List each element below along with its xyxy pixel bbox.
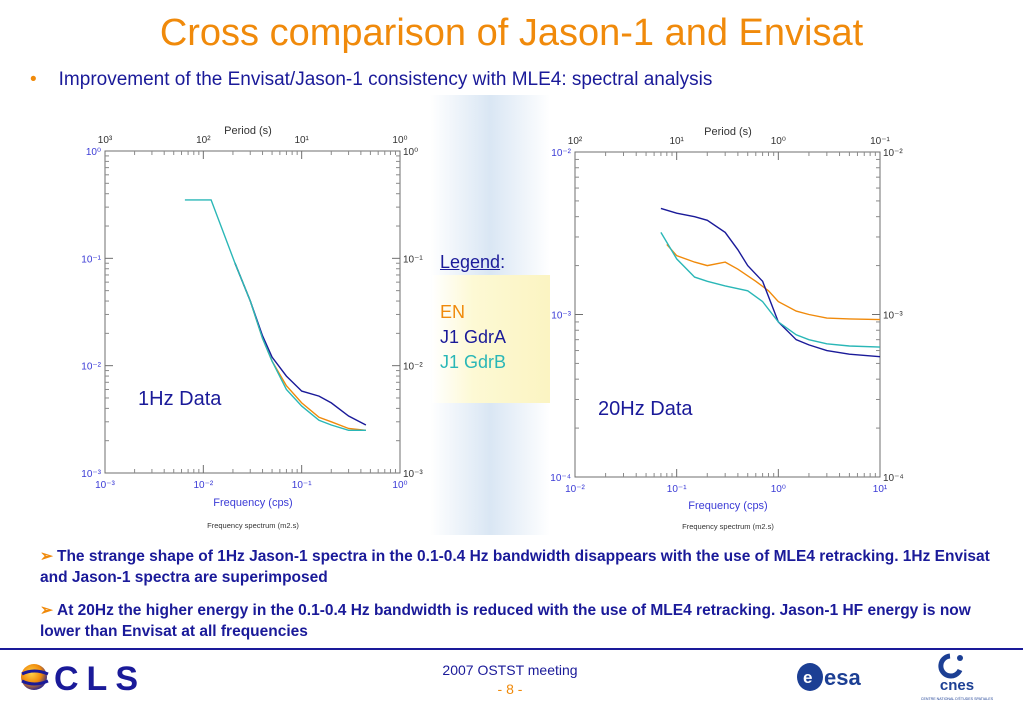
y-tick-label: 10⁻⁴ [550,473,571,484]
esa-logo: e esa [796,660,892,699]
y-tick-label-right: 10⁻² [403,362,423,373]
top-tick-label: 10² [568,136,583,147]
top-tick-label: 10² [196,135,211,146]
chart-1hz-frame [104,150,401,474]
x-tick-label: 10⁻¹ [667,484,687,495]
x-tick-label: 10¹ [873,484,888,495]
x-tick-label: 10⁻¹ [292,480,312,491]
chart-1hz-svg: Period (s) Frequency (cps) Frequency spe… [81,125,423,530]
plot-border [104,150,401,474]
y-tick-label-right: 10⁻¹ [403,254,423,265]
slide-title: Cross comparison of Jason-1 and Envisat [159,12,864,54]
top-tick-label: 10³ [98,135,113,146]
finding-1-text: The strange shape of 1Hz Jason-1 spectra… [40,548,990,586]
top-tick-label: 10⁰ [392,135,407,146]
finding-2: ➢ At 20Hz the higher energy in the 0.1-0.… [40,600,1000,642]
plot-border [574,151,881,478]
top-tick-label: 10⁰ [771,136,786,147]
legend-entry-j1-gdra: J1 GdrA [440,327,507,347]
svg-text:e: e [803,668,812,687]
chart-20hz: Period (s) Frequency (cps) Frequency spe… [538,122,918,547]
y-tick-label: 10⁻³ [551,311,571,322]
subtitle-bullet: • Improvement of the Envisat/Jason-1 cons… [30,69,712,91]
legend: Legend: EN J1 GdrA J1 GdrB [440,250,506,375]
chart-caption: Frequency spectrum (m2.s) [207,521,299,530]
legend-background [432,275,550,403]
x-tick-label: 10⁻² [193,480,213,491]
meeting-name: 2007 OSTST meeting [442,662,578,678]
top-tick-label: 10¹ [294,135,309,146]
legend-title: Legend: [440,252,506,272]
x-axis-label: Frequency (cps) [688,500,767,512]
chart-1hz: Period (s) Frequency (cps) Frequency spe… [78,118,438,543]
y-tick-label-right: 10⁰ [403,147,418,158]
finding-1: ➢ The strange shape of 1Hz Jason-1 spectr… [40,546,1000,588]
y-tick-label: 10⁰ [86,147,101,158]
cls-logo: CLS [18,656,168,703]
series-line-en [666,243,881,321]
top-axis-label: Period (s) [704,126,752,138]
top-tick-label: 10¹ [669,136,684,147]
svg-text:CLS: CLS [54,660,146,698]
y-tick-label-right: 10⁻⁴ [883,473,904,484]
chart-20hz-svg: Period (s) Frequency (cps) Frequency spe… [550,126,904,531]
page-number: - 8 - [497,681,523,697]
svg-text:CENTRE NATIONAL D'ÉTUDES SPATI: CENTRE NATIONAL D'ÉTUDES SPATIALES [921,696,994,701]
y-tick-label: 10⁻³ [81,469,101,480]
y-tick-label: 10⁻¹ [81,254,101,265]
x-axis-label: Frequency (cps) [213,497,292,509]
top-tick-label: 10⁻¹ [870,136,890,147]
legend-entry-j1-gdrb: J1 GdrB [440,352,507,372]
x-tick-label: 10⁰ [771,484,786,495]
chart-caption: Frequency spectrum (m2.s) [682,522,774,531]
finding-2-text: At 20Hz the higher energy in the 0.1-0.4… [40,602,971,640]
footer-divider [0,648,1023,650]
y-tick-label-right: 10⁻³ [403,469,423,480]
svg-text:esa: esa [824,665,861,690]
series-line-j1-gdrb [184,199,366,431]
y-tick-label-right: 10⁻² [883,148,903,159]
arrow-bullet-icon: ➢ [40,602,53,619]
chart-annotation: 1Hz Data [138,388,222,410]
x-tick-label: 10⁻² [565,484,585,495]
chart-20hz-frame [574,151,881,478]
y-tick-label: 10⁻² [81,362,101,373]
x-tick-label: 10⁻³ [95,480,115,491]
cnes-logo: cnes CENTRE NATIONAL D'ÉTUDES SPATIALES [912,650,1002,711]
bullet-marker: • [30,69,37,90]
y-tick-label: 10⁻² [551,148,571,159]
bullet-text: Improvement of the Envisat/Jason-1 consi… [58,69,713,90]
series-line-j1-gdrb [660,232,881,348]
x-tick-label: 10⁰ [392,480,407,491]
chart-annotation: 20Hz Data [598,398,693,420]
top-axis-label: Period (s) [224,125,272,137]
arrow-bullet-icon: ➢ [40,548,53,565]
legend-entry-en: EN [440,302,466,322]
svg-text:cnes: cnes [940,677,974,694]
series-line-j1-gdra [660,207,881,358]
y-tick-label-right: 10⁻³ [883,311,903,322]
